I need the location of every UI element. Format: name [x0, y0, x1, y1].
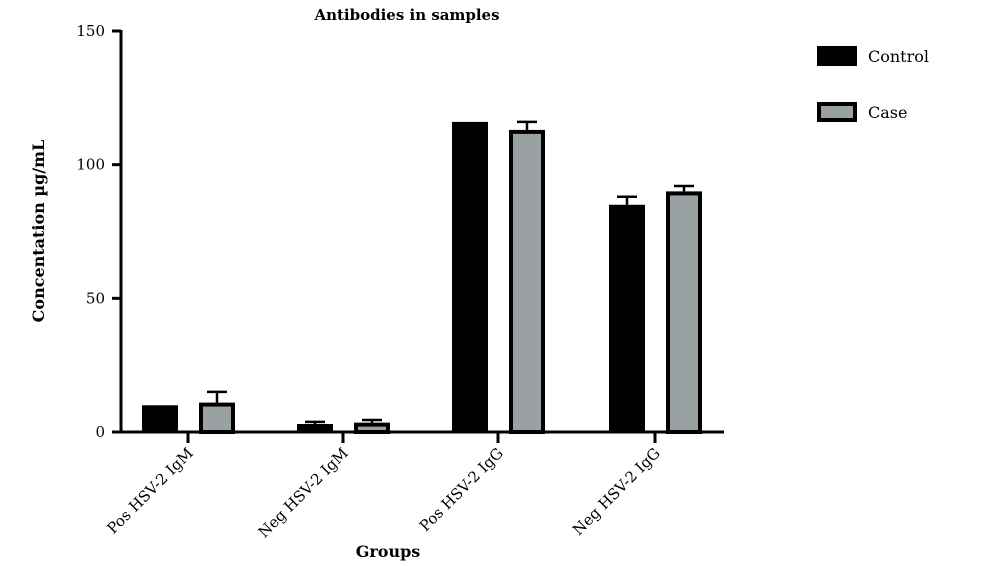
y-tick-label: 150 — [76, 22, 105, 40]
y-axis-label: Concentation µg/mL — [29, 140, 48, 323]
case-bar — [509, 129, 545, 434]
control-bar — [297, 423, 333, 432]
legend: Control Case — [817, 46, 929, 122]
x-tick-label: Neg HSV-2 IgM — [255, 444, 352, 541]
control-bar — [142, 405, 178, 432]
control-bar — [452, 121, 488, 432]
legend-swatch-control — [817, 46, 857, 66]
case-bar — [666, 191, 702, 434]
case-bar — [199, 402, 235, 434]
plot-area: 0 50 100 150 Pos HSV-2 IgM Neg HSV-2 IgM Pos H… — [76, 22, 724, 541]
x-tick-label: Neg HSV-2 IgG — [569, 444, 664, 539]
chart-title: Antibodies in samples — [313, 6, 499, 24]
y-tick-label: 100 — [76, 156, 105, 174]
y-tick-label: 50 — [86, 289, 105, 307]
x-tick-label: Pos HSV-2 IgG — [416, 444, 507, 535]
x-axis-label: Groups — [356, 542, 421, 561]
y-tick-label: 0 — [95, 423, 105, 441]
legend-swatch-case — [817, 102, 857, 122]
case-bar — [354, 422, 390, 435]
legend-label-case: Case — [868, 103, 907, 122]
control-bar — [609, 204, 645, 432]
x-tick-label: Pos HSV-2 IgM — [103, 444, 196, 537]
legend-label-control: Control — [868, 47, 929, 66]
